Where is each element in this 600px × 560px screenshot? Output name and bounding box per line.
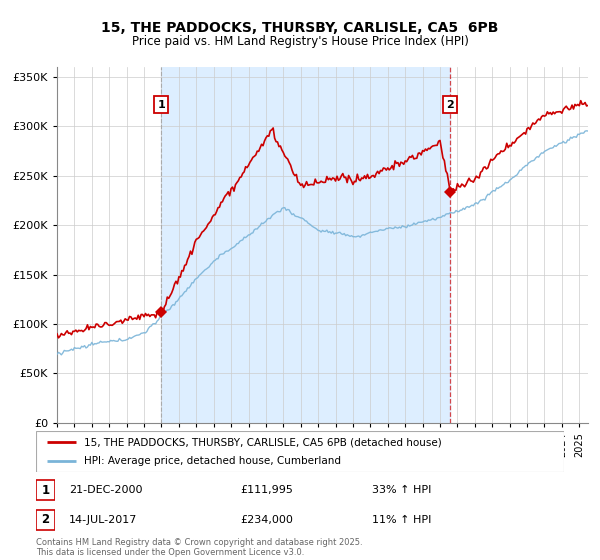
FancyBboxPatch shape	[37, 510, 55, 530]
Text: 14-JUL-2017: 14-JUL-2017	[69, 515, 137, 525]
Text: Contains HM Land Registry data © Crown copyright and database right 2025.
This d: Contains HM Land Registry data © Crown c…	[36, 538, 362, 557]
Text: 1: 1	[158, 100, 166, 110]
Text: £234,000: £234,000	[240, 515, 293, 525]
Text: 21-DEC-2000: 21-DEC-2000	[69, 485, 143, 495]
Text: 11% ↑ HPI: 11% ↑ HPI	[372, 515, 431, 525]
Text: HPI: Average price, detached house, Cumberland: HPI: Average price, detached house, Cumb…	[83, 456, 341, 466]
Text: Price paid vs. HM Land Registry's House Price Index (HPI): Price paid vs. HM Land Registry's House …	[131, 35, 469, 48]
Bar	[161, 67, 449, 423]
Text: 2: 2	[41, 513, 50, 526]
Text: £111,995: £111,995	[240, 485, 293, 495]
Text: 1: 1	[41, 483, 50, 497]
FancyBboxPatch shape	[36, 431, 564, 472]
FancyBboxPatch shape	[37, 480, 55, 500]
Text: 15, THE PADDOCKS, THURSBY, CARLISLE, CA5 6PB (detached house): 15, THE PADDOCKS, THURSBY, CARLISLE, CA5…	[83, 437, 441, 447]
Text: 15, THE PADDOCKS, THURSBY, CARLISLE, CA5  6PB: 15, THE PADDOCKS, THURSBY, CARLISLE, CA5…	[101, 21, 499, 35]
Text: 2: 2	[446, 100, 454, 110]
Text: 33% ↑ HPI: 33% ↑ HPI	[372, 485, 431, 495]
